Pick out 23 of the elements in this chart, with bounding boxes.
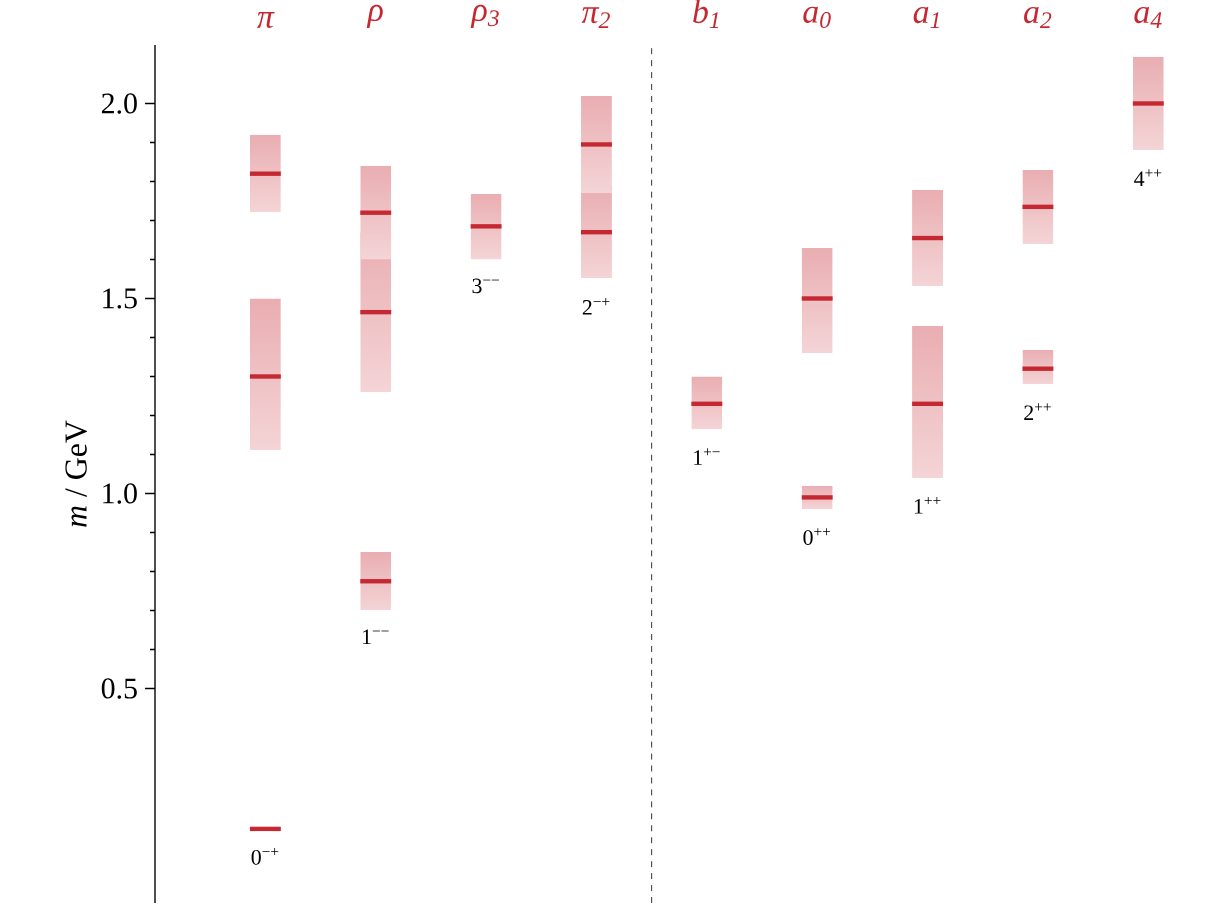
annotation: 1$^{++}$ <box>914 496 941 514</box>
y-tick-label: 1.5 <box>103 288 137 309</box>
annotation: 0$^{++}$ <box>803 528 831 545</box>
annotation: 1$^{+−}$ <box>694 448 720 465</box>
x-tick-label: a$_{0}$ <box>803 6 831 28</box>
x-tick-label: π$_{2}$ <box>581 7 610 28</box>
x-tick-label: π <box>257 12 275 28</box>
y-tick-label: 2.0 <box>101 93 137 114</box>
x-tick-label: a$_{1}$ <box>913 6 939 28</box>
y-axis-title: m / GeV <box>65 420 87 527</box>
x-tick-label: ρ <box>366 4 383 28</box>
annotation: 2$^{++}$ <box>1024 403 1051 420</box>
x-tick-label: ρ$_{3}$ <box>470 4 499 28</box>
annotation: 3$^{−−}$ <box>472 278 499 294</box>
x-tick-label: a$_{2}$ <box>1024 6 1052 28</box>
annotation: 2$^{−+}$ <box>582 298 610 315</box>
annotation: 1$^{−−}$ <box>363 629 389 645</box>
x-tick-label: a$_{4}$ <box>1134 6 1162 28</box>
y-tick-label: 1.0 <box>103 483 137 504</box>
annotation: 0$^{−+}$ <box>251 847 279 865</box>
y-tick-label: 0.5 <box>101 678 137 699</box>
annotation: 4$^{++}$ <box>1134 169 1162 186</box>
x-tick-label: b$_{1}$ <box>693 0 719 28</box>
